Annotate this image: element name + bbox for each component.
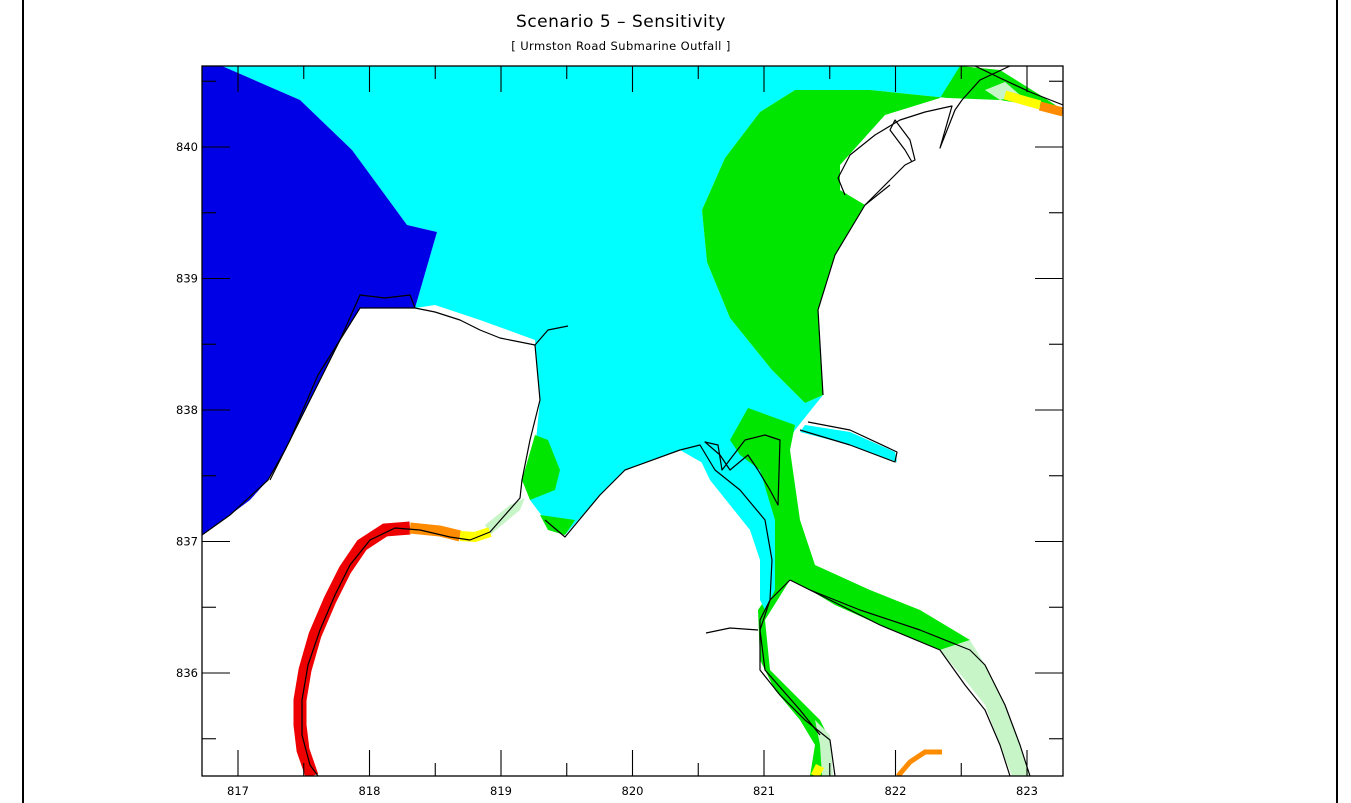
coastline-central-south — [544, 444, 836, 776]
pier-line — [705, 627, 759, 634]
y-tick-label: 836 — [176, 666, 198, 680]
y-tick-label: 840 — [176, 140, 198, 154]
left-frame-border — [22, 0, 24, 803]
map-subtitle: [ Urmston Road Submarine Outfall ] — [511, 39, 730, 53]
coastline-island — [704, 434, 781, 506]
coastline-east-channel — [759, 579, 821, 736]
orange-creek-se — [896, 749, 942, 776]
pale-green-region-sw — [485, 498, 525, 535]
map-area — [202, 66, 1063, 776]
x-tick-label: 819 — [490, 784, 512, 798]
coastline-channel-west — [301, 344, 541, 776]
cyan-spit — [800, 425, 897, 462]
coastline-east — [817, 184, 891, 396]
pale-green-region-se — [940, 640, 1030, 776]
orange-channel-segment — [409, 522, 462, 542]
coastline-east-channel-inner — [789, 579, 1011, 776]
coastline-west-inner — [269, 294, 569, 481]
yellow-patch-s — [810, 763, 825, 776]
x-tick-label: 823 — [1016, 784, 1038, 798]
yellow-channel-segment — [459, 527, 492, 543]
deep-blue-region — [202, 66, 437, 535]
axis-ticks: 817 818 819 820 821 822 823 836 837 838 839 840 — [176, 66, 1063, 798]
x-tick-label: 820 — [622, 784, 644, 798]
green-channel-small — [540, 515, 575, 535]
x-tick-label: 817 — [227, 784, 249, 798]
orange-patch-ne — [1038, 101, 1063, 117]
cyan-water-region — [222, 66, 960, 600]
red-channel — [293, 521, 411, 776]
coastline-east-channel-outer — [809, 589, 1031, 776]
yellow-patch-ne — [1003, 90, 1042, 110]
green-bank-region — [702, 66, 1063, 403]
coastline-dock — [837, 66, 1011, 196]
map-title: Scenario 5 – Sensitivity — [516, 12, 726, 32]
x-tick-label: 822 — [885, 784, 907, 798]
x-tick-label: 818 — [359, 784, 381, 798]
y-tick-label: 839 — [176, 272, 198, 286]
x-tick-label: 821 — [753, 784, 775, 798]
cyan-channel-lower — [698, 445, 775, 610]
right-frame-border — [1336, 0, 1338, 803]
coastline-spit — [799, 421, 898, 463]
green-channel-right — [730, 408, 970, 776]
y-tick-label: 837 — [176, 535, 198, 549]
green-channel-left — [522, 435, 560, 500]
coastline-dock-inner — [864, 119, 916, 206]
coastline-west — [202, 307, 415, 536]
coastline-ne — [974, 66, 1063, 106]
y-tick-label: 838 — [176, 403, 198, 417]
